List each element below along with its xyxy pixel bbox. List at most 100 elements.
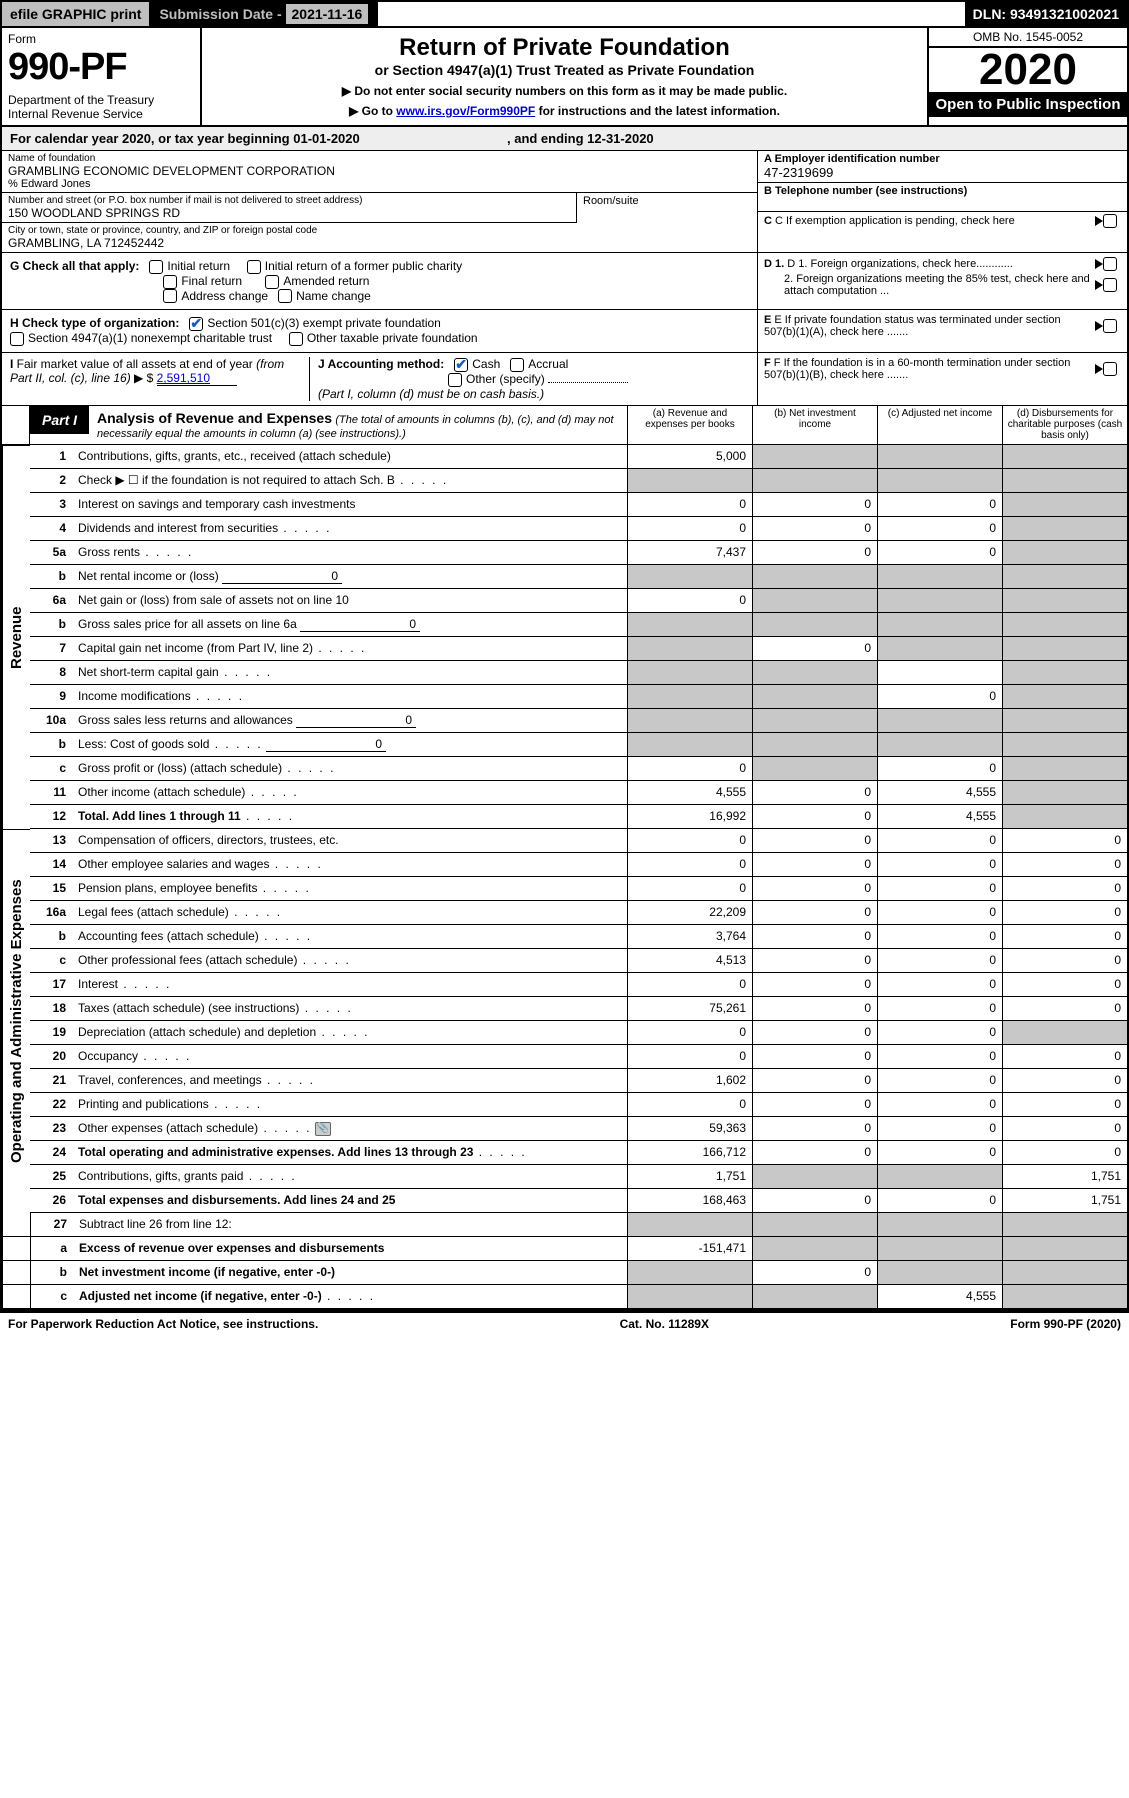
section-g: G Check all that apply: Initial return I… xyxy=(0,253,1129,310)
initial-return-checkbox[interactable] xyxy=(149,260,163,274)
row-description: Net gain or (loss) from sale of assets n… xyxy=(74,589,627,612)
row-description: Other expenses (attach schedule) 📎 xyxy=(74,1117,627,1140)
terminated-checkbox[interactable] xyxy=(1103,319,1117,333)
foreign-85-checkbox[interactable] xyxy=(1103,278,1117,292)
cell-col-d: 0 xyxy=(1002,925,1127,948)
name-change-checkbox[interactable] xyxy=(278,289,292,303)
cell-col-c xyxy=(877,1261,1002,1284)
row-number: 4 xyxy=(30,517,74,540)
cell-col-b: 0 xyxy=(752,805,877,828)
other-taxable-checkbox[interactable] xyxy=(289,332,303,346)
cell-col-d: 0 xyxy=(1002,829,1127,852)
col-b-header: (b) Net investment income xyxy=(752,406,877,444)
row-number: 19 xyxy=(30,1021,74,1044)
table-row: 20Occupancy0000 xyxy=(30,1045,1127,1069)
table-row: bLess: Cost of goods sold 0 xyxy=(30,733,1127,757)
cell-col-b xyxy=(752,661,877,684)
row-number: b xyxy=(30,733,74,756)
fmv-value[interactable]: 2,591,510 xyxy=(157,371,237,386)
cell-col-d xyxy=(1002,637,1127,660)
cell-col-c: 0 xyxy=(877,925,1002,948)
cell-col-b xyxy=(752,1285,877,1308)
row-number: b xyxy=(30,613,74,636)
cell-col-b: 0 xyxy=(752,1069,877,1092)
row-number: 16a xyxy=(30,901,74,924)
60month-checkbox[interactable] xyxy=(1103,362,1117,376)
cell-col-c xyxy=(877,637,1002,660)
address-change-checkbox[interactable] xyxy=(163,289,177,303)
attachment-icon[interactable]: 📎 xyxy=(315,1122,331,1136)
cell-col-b: 0 xyxy=(752,1021,877,1044)
other-method-checkbox[interactable] xyxy=(448,373,462,387)
foreign-org-checkbox[interactable] xyxy=(1103,257,1117,271)
table-row: 13Compensation of officers, directors, t… xyxy=(30,829,1127,853)
cell-col-c xyxy=(877,733,1002,756)
table-row: bGross sales price for all assets on lin… xyxy=(30,613,1127,637)
cell-col-a xyxy=(627,709,752,732)
header-right: OMB No. 1545-0052 2020 Open to Public In… xyxy=(927,28,1127,125)
cell-col-a: 59,363 xyxy=(627,1117,752,1140)
table-row: 6aNet gain or (loss) from sale of assets… xyxy=(30,589,1127,613)
accrual-checkbox[interactable] xyxy=(510,358,524,372)
cell-col-b: 0 xyxy=(752,997,877,1020)
cell-col-b: 0 xyxy=(752,877,877,900)
cell-col-c: 0 xyxy=(877,973,1002,996)
foundation-name-cell: Name of foundation GRAMBLING ECONOMIC DE… xyxy=(2,151,757,193)
cell-col-b: 0 xyxy=(752,949,877,972)
cell-col-b: 0 xyxy=(752,1261,877,1284)
cell-col-b: 0 xyxy=(752,901,877,924)
cell-col-a: 0 xyxy=(627,517,752,540)
expenses-sidelabel: Operating and Administrative Expenses xyxy=(2,829,30,1213)
4947a1-checkbox[interactable] xyxy=(10,332,24,346)
table-row: cAdjusted net income (if negative, enter… xyxy=(31,1285,1127,1309)
cell-col-c: 0 xyxy=(877,757,1002,780)
table-row: 8Net short-term capital gain xyxy=(30,661,1127,685)
cell-col-c: 0 xyxy=(877,1141,1002,1164)
cell-col-d: 0 xyxy=(1002,1045,1127,1068)
cell-col-a: 0 xyxy=(627,757,752,780)
row-description: Pension plans, employee benefits xyxy=(74,877,627,900)
final-return-checkbox[interactable] xyxy=(163,275,177,289)
cell-col-a: 4,555 xyxy=(627,781,752,804)
ein-cell: A Employer identification number 47-2319… xyxy=(758,151,1127,183)
efile-label[interactable]: efile GRAPHIC print xyxy=(2,2,151,26)
cell-col-b xyxy=(752,1165,877,1188)
row-number: 27 xyxy=(31,1213,75,1236)
cell-col-d xyxy=(1002,469,1127,492)
row-description: Net investment income (if negative, ente… xyxy=(75,1261,627,1284)
instructions-link[interactable]: www.irs.gov/Form990PF xyxy=(396,104,535,118)
exemption-checkbox[interactable] xyxy=(1103,214,1117,228)
cell-col-b: 0 xyxy=(752,637,877,660)
row-number: 1 xyxy=(30,445,74,468)
cell-col-c: 0 xyxy=(877,1045,1002,1068)
row-description: Contributions, gifts, grants paid xyxy=(74,1165,627,1188)
row-description: Adjusted net income (if negative, enter … xyxy=(75,1285,627,1308)
cell-col-b xyxy=(752,613,877,636)
cell-col-d xyxy=(1002,1237,1127,1260)
cell-col-d xyxy=(1002,709,1127,732)
cell-col-b xyxy=(752,709,877,732)
section-i-j: I Fair market value of all assets at end… xyxy=(0,353,1129,406)
row-number: 14 xyxy=(30,853,74,876)
row-number: c xyxy=(30,757,74,780)
row-description: Capital gain net income (from Part IV, l… xyxy=(74,637,627,660)
cell-col-c: 0 xyxy=(877,1021,1002,1044)
cell-col-d xyxy=(1002,661,1127,684)
initial-return-former-checkbox[interactable] xyxy=(247,260,261,274)
table-row: 27Subtract line 26 from line 12: xyxy=(31,1213,1127,1237)
col-c-header: (c) Adjusted net income xyxy=(877,406,1002,444)
cell-col-c: 0 xyxy=(877,877,1002,900)
table-row: 25Contributions, gifts, grants paid1,751… xyxy=(30,1165,1127,1189)
cell-col-c xyxy=(877,1213,1002,1236)
501c3-checkbox[interactable] xyxy=(189,317,203,331)
cell-col-d xyxy=(1002,757,1127,780)
part-badge: Part I xyxy=(30,406,89,434)
amended-return-checkbox[interactable] xyxy=(265,275,279,289)
cell-col-d: 1,751 xyxy=(1002,1189,1127,1212)
open-to-public: Open to Public Inspection xyxy=(929,92,1127,117)
cash-checkbox[interactable] xyxy=(454,358,468,372)
row-number: 6a xyxy=(30,589,74,612)
cell-col-a: 0 xyxy=(627,1093,752,1116)
cell-col-d: 0 xyxy=(1002,1093,1127,1116)
section-h: H Check type of organization: Section 50… xyxy=(0,310,1129,353)
